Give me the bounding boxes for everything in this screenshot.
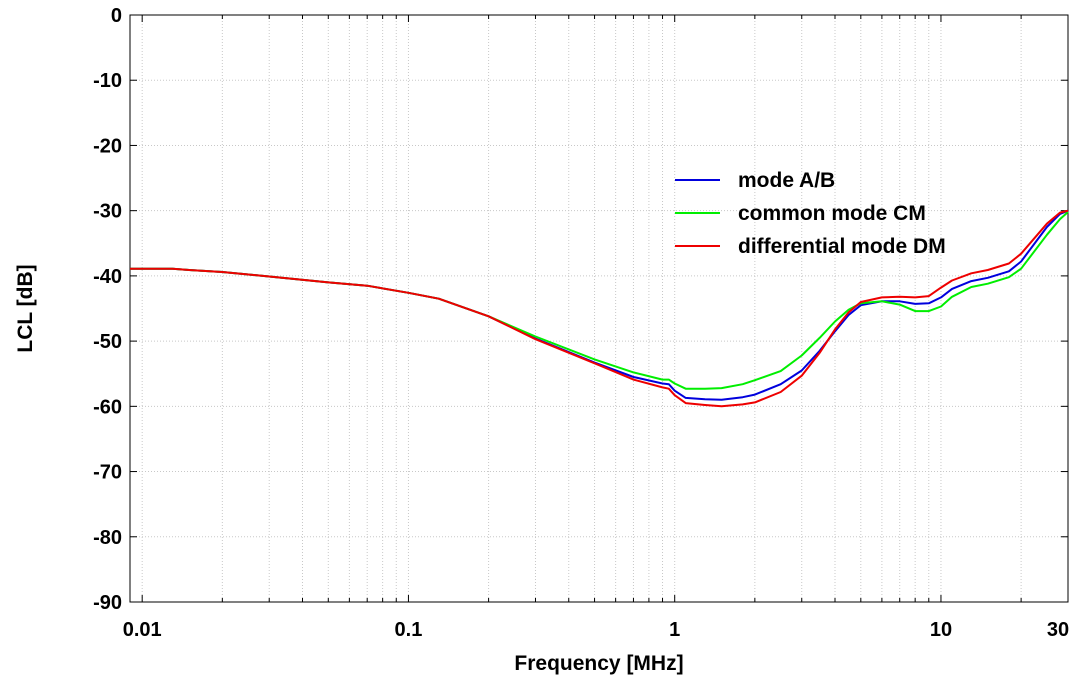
y-axis-ticks: 0 -10 -20 -30 -40 -50 -60 -70 -80 -90 bbox=[93, 5, 1068, 614]
y-tick-label: -70 bbox=[93, 462, 122, 484]
legend-label-2: common mode CM bbox=[738, 202, 926, 225]
x-tick-label: 30 bbox=[1047, 619, 1069, 641]
y-tick-label: -30 bbox=[93, 201, 122, 223]
series-line-3 bbox=[130, 209, 1069, 408]
plot-frame bbox=[129, 14, 1069, 603]
y-tick-label: -90 bbox=[93, 592, 122, 614]
y-tick-label: -60 bbox=[93, 396, 122, 418]
y-tick-label: 0 bbox=[111, 5, 122, 27]
grid bbox=[129, 15, 1068, 602]
legend: mode A/B common mode CM differential mode … bbox=[675, 169, 946, 258]
y-tick-label: -80 bbox=[93, 527, 122, 549]
y-tick-label: -50 bbox=[93, 331, 122, 353]
x-tick-label: 0.01 bbox=[123, 619, 162, 641]
y-axis-title: LCL [dB] bbox=[14, 264, 37, 352]
x-axis-ticks: 0.01 0.1 1 10 30 bbox=[123, 15, 1069, 641]
y-tick-label: -40 bbox=[93, 266, 122, 288]
y-tick-label: -20 bbox=[93, 135, 122, 157]
x-tick-label: 0.1 bbox=[395, 619, 423, 641]
x-axis-title: Frequency [MHz] bbox=[514, 652, 683, 675]
y-tick-label: -10 bbox=[93, 70, 122, 92]
x-tick-label: 1 bbox=[669, 619, 680, 641]
x-tick-label: 10 bbox=[930, 619, 952, 641]
legend-label-3: differential mode DM bbox=[738, 235, 946, 258]
legend-label-1: mode A/B bbox=[738, 169, 835, 192]
series-lines bbox=[130, 209, 1069, 408]
